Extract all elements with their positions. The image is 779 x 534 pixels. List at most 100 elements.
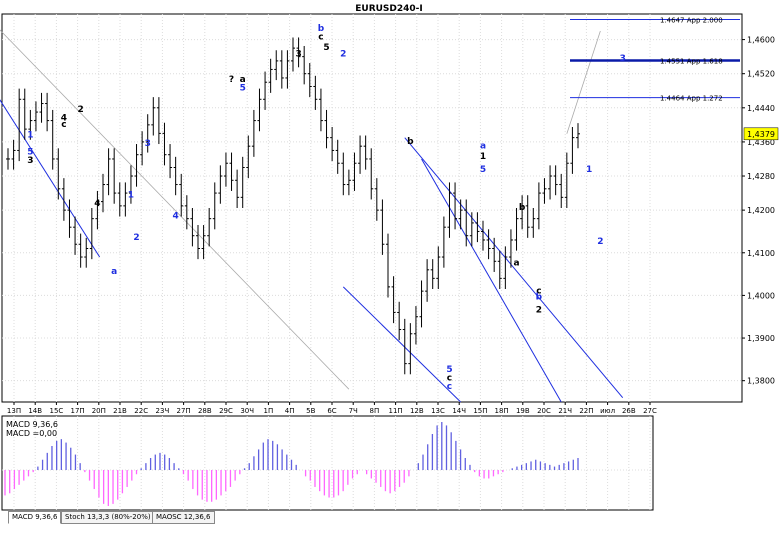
channel-line bbox=[404, 137, 624, 399]
wave-label: c bbox=[447, 382, 452, 392]
wave-label: c bbox=[61, 120, 66, 130]
wave-label: 2 bbox=[340, 50, 346, 60]
y-tick-label: 1,3900 bbox=[747, 334, 775, 343]
y-tick-label: 1,4440 bbox=[747, 104, 775, 113]
y-tick-label: 1,4000 bbox=[747, 291, 775, 300]
x-tick-label: 12В bbox=[410, 407, 424, 415]
x-tick-label: 19В bbox=[516, 407, 530, 415]
wave-label: 5 bbox=[240, 84, 246, 94]
x-tick-label: 23Ч bbox=[156, 407, 170, 415]
wave-label: b bbox=[407, 137, 414, 147]
long-trend-line bbox=[0, 29, 350, 390]
wave-label: 3 bbox=[620, 54, 626, 64]
wave-label: ? bbox=[229, 75, 234, 85]
x-tick-label: 20П bbox=[92, 407, 106, 415]
x-tick-label: июл bbox=[600, 407, 615, 415]
x-tick-label: 15П bbox=[473, 407, 487, 415]
x-tick-label: 6С bbox=[327, 407, 336, 415]
wave-label: 4 bbox=[94, 199, 100, 209]
x-tick-label: 14Ч bbox=[452, 407, 466, 415]
wave-label: 3 bbox=[295, 50, 301, 60]
x-tick-label: 27П bbox=[177, 407, 191, 415]
x-tick-label: 5В bbox=[306, 407, 315, 415]
wave-label: 2 bbox=[597, 237, 603, 247]
y-tick-label: 1,4360 bbox=[747, 138, 775, 147]
wave-label: 1 bbox=[586, 165, 592, 175]
fib-level-label: 1.4464 App 1.272 bbox=[660, 95, 723, 103]
channel-line bbox=[421, 158, 562, 403]
current-price-label: 1,4379 bbox=[743, 127, 779, 141]
wave-label: 1 bbox=[128, 190, 134, 200]
wave-label: 5 bbox=[27, 148, 33, 158]
current-price-text: 1,4379 bbox=[747, 130, 775, 139]
x-tick-label: 1П bbox=[264, 407, 274, 415]
y-tick-label: 1,4280 bbox=[747, 172, 775, 181]
x-tick-label: 21В bbox=[113, 407, 127, 415]
y-tick-label: 1,4100 bbox=[747, 249, 775, 258]
macd-pane[interactable] bbox=[1, 415, 654, 511]
price-pane[interactable] bbox=[1, 13, 743, 403]
wave-label: 2 bbox=[536, 305, 542, 315]
trend-lines bbox=[0, 29, 624, 403]
tab-stoch[interactable]: Stoch 13,3,3 (80%-20%) bbox=[61, 511, 155, 524]
wave-label: 1 bbox=[480, 152, 486, 162]
x-tick-label: 21Ч bbox=[558, 407, 572, 415]
x-tick-label: 27С bbox=[643, 407, 657, 415]
price-bars bbox=[6, 37, 580, 375]
x-tick-label: 11П bbox=[389, 407, 403, 415]
wave-label: 3 bbox=[27, 156, 33, 166]
wave-label: b bbox=[536, 293, 543, 303]
wave-label: a bbox=[513, 259, 519, 269]
y-tick-label: 1,4520 bbox=[747, 70, 775, 79]
channel-line bbox=[0, 99, 101, 258]
time-axis[interactable]: 13П 14В 15С 17П 20П 21В 22С 23Ч 27П 28В 29С 30Ч 1П 4П… bbox=[7, 402, 657, 415]
x-tick-label: 29С bbox=[219, 407, 233, 415]
x-tick-label: 13П bbox=[7, 407, 21, 415]
tab-macd[interactable]: MACD 9,36,6 bbox=[8, 511, 62, 524]
x-tick-label: 20С bbox=[537, 407, 551, 415]
x-tick-label: 22П bbox=[579, 407, 593, 415]
macd-value-label: MACD =0,00 bbox=[6, 429, 57, 438]
x-tick-label: 18П bbox=[495, 407, 509, 415]
wave-label: b bbox=[318, 24, 325, 34]
y-tick-label: 1,4200 bbox=[747, 206, 775, 215]
x-tick-label: 17П bbox=[71, 407, 85, 415]
wave-label: 5 bbox=[323, 43, 329, 53]
wave-label: a bbox=[480, 141, 486, 151]
x-tick-label: 15С bbox=[50, 407, 64, 415]
tab-maosc[interactable]: MAOSC 12,36,6 bbox=[152, 511, 215, 524]
x-tick-label: 14В bbox=[28, 407, 42, 415]
chart-title: EURUSD240-I bbox=[355, 4, 423, 14]
x-tick-label: 22С bbox=[134, 407, 148, 415]
wave-label: c bbox=[447, 374, 452, 384]
fib-level-label: 1.4551 App 1.618 bbox=[660, 57, 723, 65]
macd-grid bbox=[2, 416, 653, 510]
wave-label: 2 bbox=[133, 233, 139, 243]
macd-label: MACD 9,36,6 bbox=[6, 420, 58, 429]
wave-label: c bbox=[536, 286, 541, 296]
x-tick-label: 13С bbox=[431, 407, 445, 415]
y-tick-label: 1,3800 bbox=[747, 377, 775, 386]
wave-label: 3 bbox=[145, 139, 151, 149]
fib-levels: 1.4647 App 2.000 1.4551 App 1.618 1.4464 A… bbox=[570, 17, 740, 103]
wave-label: 5 bbox=[446, 365, 452, 375]
wave-label: 1 bbox=[27, 131, 33, 141]
wave-label: a bbox=[240, 75, 246, 85]
wave-label: 5 bbox=[480, 165, 486, 175]
projection-line bbox=[566, 30, 601, 134]
wave-label: a bbox=[111, 267, 117, 277]
x-tick-label: 4П bbox=[285, 407, 295, 415]
x-tick-label: 26В bbox=[622, 407, 636, 415]
x-tick-label: 7Ч bbox=[349, 407, 358, 415]
x-tick-label: 30Ч bbox=[240, 407, 254, 415]
x-tick-label: 28В bbox=[198, 407, 212, 415]
fib-level-label: 1.4647 App 2.000 bbox=[660, 17, 723, 25]
y-tick-label: 1,4600 bbox=[747, 36, 775, 45]
x-tick-label: 8П bbox=[370, 407, 380, 415]
macd-histogram bbox=[4, 422, 579, 506]
wave-label: b bbox=[519, 203, 526, 213]
wave-label: 4 bbox=[61, 114, 67, 124]
price-axis[interactable]: 1,4600 1,4520 1,4440 1,4360 1,4280 1,4200 1,41… bbox=[742, 36, 775, 386]
wave-label: 2 bbox=[78, 105, 84, 115]
